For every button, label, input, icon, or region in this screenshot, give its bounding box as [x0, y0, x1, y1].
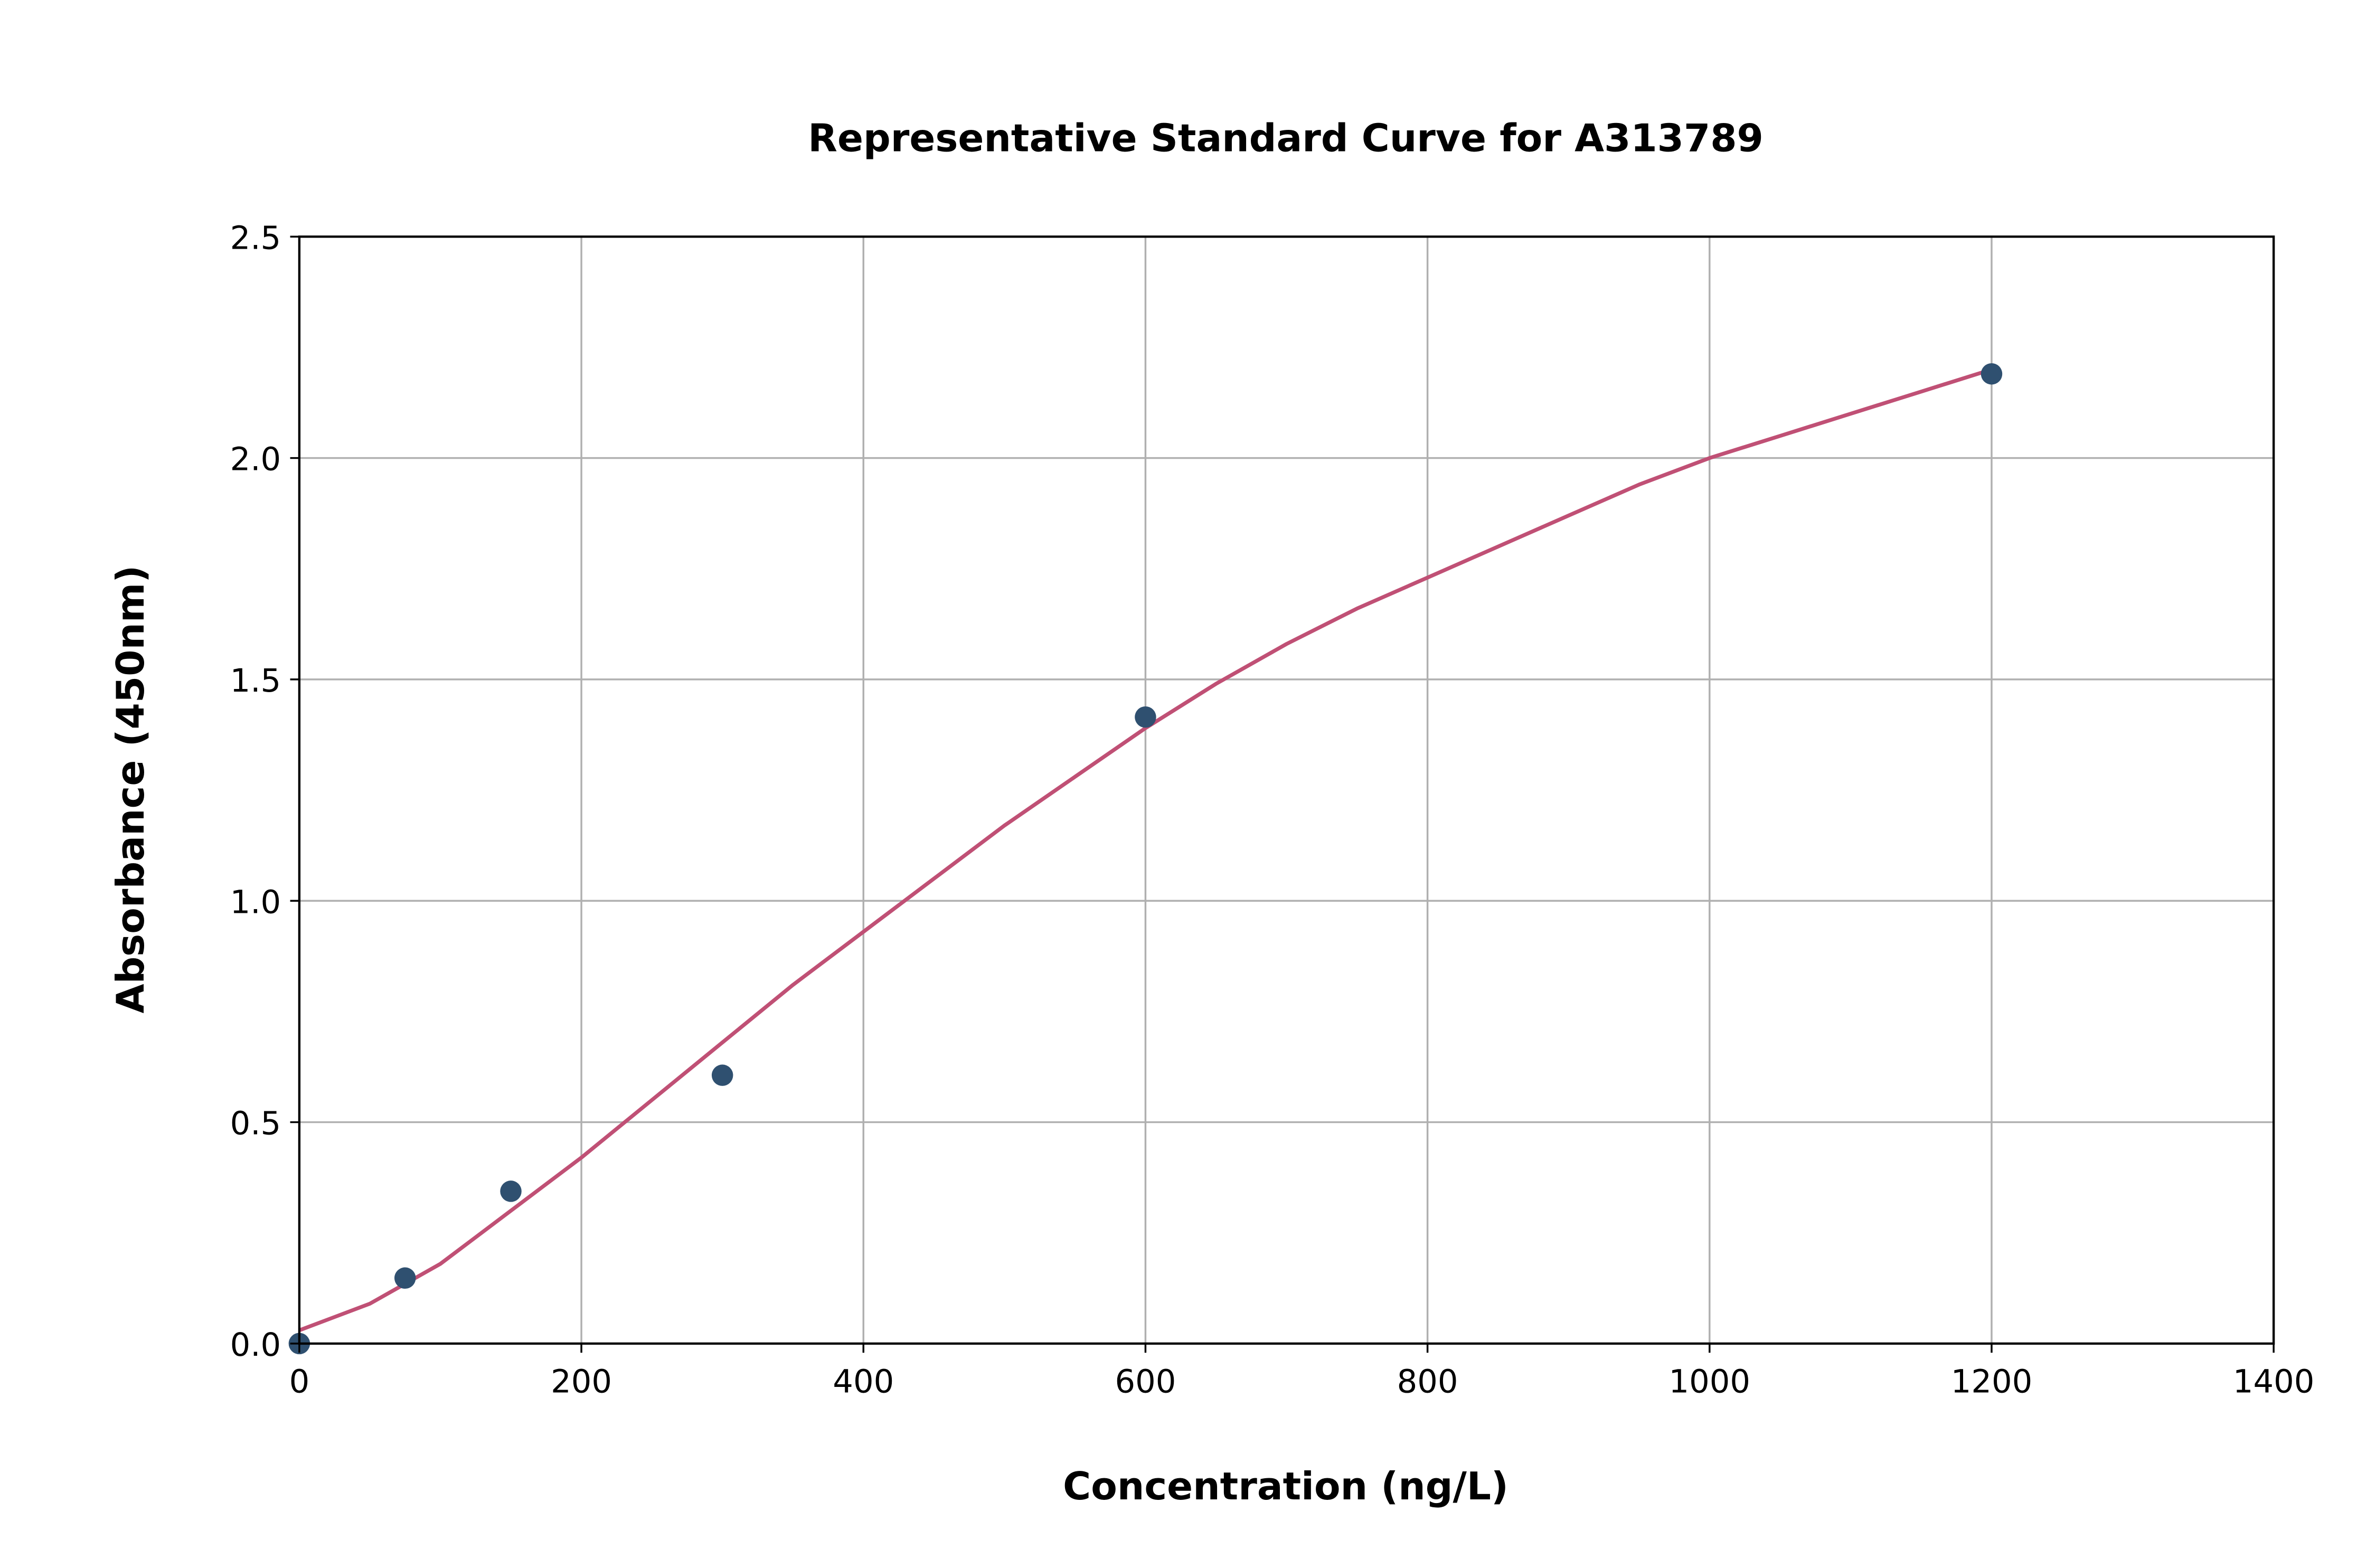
data-point [394, 1267, 416, 1289]
data-point [1135, 706, 1156, 728]
x-tick-label: 800 [1397, 1363, 1458, 1400]
data-point [711, 1064, 733, 1086]
grid [298, 235, 2275, 1345]
x-tick-label: 1400 [2233, 1363, 2315, 1400]
data-points-layer [288, 363, 2003, 1355]
y-axis-title: Absorbance (450nm) [109, 565, 153, 1014]
data-point [500, 1180, 522, 1202]
y-tick-label: 1.5 [230, 663, 281, 700]
x-tick-label: 600 [1115, 1363, 1176, 1400]
x-tick-label: 200 [551, 1363, 612, 1400]
y-tick-label: 2.5 [230, 220, 281, 257]
y-tick-label: 2.0 [230, 441, 281, 478]
x-axis-ticks: 0 200 400 600 800 1000 1200 1400 [289, 1343, 2315, 1400]
x-tick-label: 1200 [1951, 1363, 2033, 1400]
y-tick-label: 0.0 [230, 1327, 281, 1364]
y-axis-ticks: 0.0 0.5 1.0 1.5 2.0 2.5 [230, 220, 299, 1364]
plot-frame [298, 235, 2275, 1345]
y-tick-label: 1.0 [230, 884, 281, 921]
x-axis-title: Concentration (ng/L) [1063, 1465, 1508, 1509]
fit-curve-line [298, 367, 1993, 1333]
x-tick-label: 1000 [1669, 1363, 1751, 1400]
chart-title: Representative Standard Curve for A31378… [808, 116, 1764, 160]
data-point [1981, 363, 2003, 385]
x-tick-label: 0 [289, 1363, 310, 1400]
x-tick-label: 400 [833, 1363, 894, 1400]
y-tick-label: 0.5 [230, 1106, 281, 1142]
fit-curve-layer [298, 367, 1993, 1333]
